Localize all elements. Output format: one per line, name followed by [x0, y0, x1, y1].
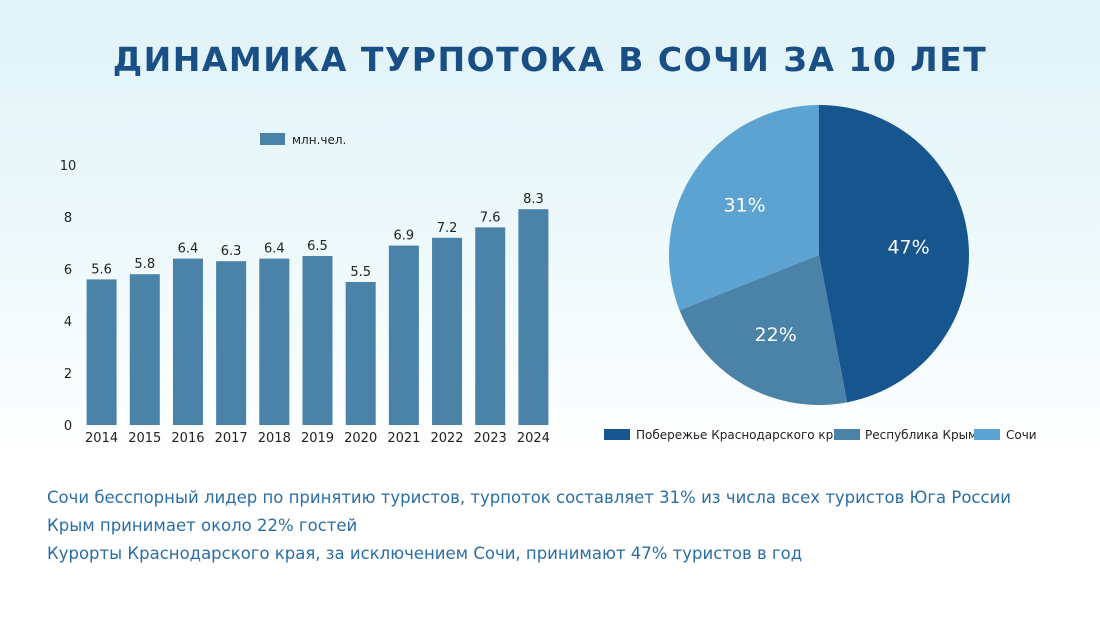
x-tick-label: 2018	[258, 431, 291, 446]
y-tick-label: 2	[64, 367, 72, 382]
bar-value-label: 7.6	[480, 210, 501, 225]
bar-value-label: 5.6	[91, 262, 112, 277]
x-tick-label: 2024	[517, 431, 550, 446]
x-tick-label: 2023	[474, 431, 507, 446]
x-tick-label: 2019	[301, 431, 334, 446]
x-tick-label: 2016	[171, 431, 204, 446]
bar-value-label: 5.8	[134, 257, 155, 272]
y-tick-label: 8	[64, 211, 72, 226]
bar	[475, 227, 506, 425]
x-tick-label: 2014	[85, 431, 118, 446]
x-tick-label: 2015	[128, 431, 161, 446]
pie-slice	[679, 255, 848, 405]
bar	[259, 258, 290, 425]
legend-swatch	[834, 429, 860, 440]
y-tick-label: 6	[64, 263, 72, 278]
note-sochi: Сочи бесспорный лидер по принятию турист…	[47, 488, 1012, 507]
x-tick-label: 2021	[387, 431, 420, 446]
note-krasnodar: Курорты Краснодарского края, за исключен…	[47, 544, 803, 563]
y-tick-label: 0	[64, 419, 72, 434]
bar-value-label: 8.3	[523, 192, 544, 207]
bar	[388, 245, 419, 425]
y-tick-label: 4	[64, 315, 72, 330]
legend-label: млн.чел.	[292, 133, 346, 147]
bar	[302, 256, 333, 425]
bar-value-label: 6.4	[264, 242, 285, 257]
bar	[172, 258, 203, 425]
pie-slice-label: 47%	[887, 237, 929, 259]
x-tick-label: 2017	[215, 431, 248, 446]
note-crimea: Крым принимает около 22% гостей	[47, 516, 358, 535]
pie-slice	[819, 105, 970, 403]
bar	[345, 282, 376, 425]
bar-value-label: 5.5	[350, 265, 371, 280]
legend-swatch	[974, 429, 1000, 440]
bar-value-label: 6.4	[178, 242, 199, 257]
legend-label: Республика Крым	[865, 428, 977, 442]
y-tick-label: 10	[60, 159, 77, 174]
pie-slice-label: 31%	[723, 194, 765, 216]
bar	[518, 209, 549, 425]
pie-slice	[669, 105, 819, 311]
bar-value-label: 6.5	[307, 239, 328, 254]
bar-value-label: 6.9	[394, 229, 415, 244]
bar	[86, 279, 117, 425]
legend-swatch	[604, 429, 630, 440]
legend-swatch	[260, 133, 285, 145]
x-tick-label: 2020	[344, 431, 377, 446]
pie-chart: 47% 22% 31% Побережье Краснодарского края Ре…	[604, 105, 1037, 442]
bar	[432, 237, 463, 425]
legend-label: Побережье Краснодарского края	[636, 428, 848, 442]
bar-value-label: 7.2	[437, 221, 458, 236]
page-title: ДИНАМИКА ТУРПОТОКА В СОЧИ ЗА 10 ЛЕТ	[112, 40, 988, 79]
bar-chart: млн.чел. 0 2 4 6 8 10 5.6 2014 5.8 2015 6.4 2016 6.3 2…	[60, 133, 550, 446]
notes-block: Сочи бесспорный лидер по принятию турист…	[47, 484, 1087, 568]
bar	[216, 261, 247, 425]
bar	[129, 274, 160, 425]
x-tick-label: 2022	[430, 431, 463, 446]
pie-slice-label: 22%	[755, 324, 797, 346]
legend-label: Сочи	[1006, 428, 1037, 442]
bar-value-label: 6.3	[221, 244, 242, 259]
